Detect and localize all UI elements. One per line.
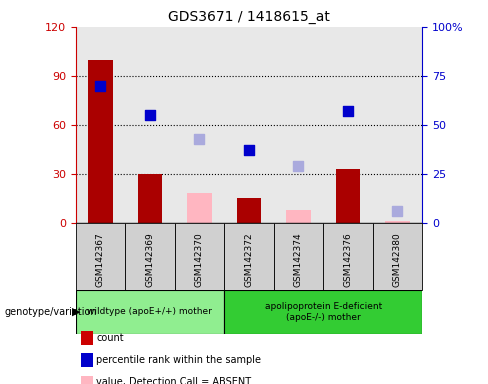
Bar <box>237 198 261 223</box>
Point <box>97 83 104 89</box>
Text: value, Detection Call = ABSENT: value, Detection Call = ABSENT <box>96 377 251 384</box>
Bar <box>88 60 113 223</box>
Point <box>146 112 154 118</box>
Bar <box>373 223 422 290</box>
Text: GSM142370: GSM142370 <box>195 232 204 286</box>
Text: GSM142372: GSM142372 <box>244 232 253 286</box>
Point <box>245 147 253 153</box>
Bar <box>323 223 373 290</box>
Bar <box>175 223 224 290</box>
Bar <box>336 169 360 223</box>
Text: GSM142380: GSM142380 <box>393 232 402 286</box>
Point <box>393 208 401 214</box>
Text: GSM142369: GSM142369 <box>145 232 154 286</box>
Bar <box>224 223 274 290</box>
Bar <box>125 223 175 290</box>
Text: apolipoprotein E-deficient
(apoE-/-) mother: apolipoprotein E-deficient (apoE-/-) mot… <box>264 302 382 322</box>
Text: wildtype (apoE+/+) mother: wildtype (apoE+/+) mother <box>87 308 212 316</box>
Bar <box>274 223 323 290</box>
Text: genotype/variation: genotype/variation <box>5 307 98 317</box>
Point <box>196 136 203 142</box>
Bar <box>286 210 311 223</box>
Bar <box>187 194 212 223</box>
Text: GSM142376: GSM142376 <box>344 232 352 286</box>
Bar <box>76 223 125 290</box>
Title: GDS3671 / 1418615_at: GDS3671 / 1418615_at <box>168 10 330 25</box>
Bar <box>385 221 410 223</box>
Bar <box>76 290 224 334</box>
Bar <box>138 174 162 223</box>
Bar <box>224 290 422 334</box>
Text: count: count <box>96 333 124 343</box>
Text: GSM142374: GSM142374 <box>294 232 303 286</box>
Point <box>344 108 352 114</box>
Point <box>294 163 302 169</box>
Text: GSM142367: GSM142367 <box>96 232 105 286</box>
Text: percentile rank within the sample: percentile rank within the sample <box>96 355 261 365</box>
Text: ▶: ▶ <box>72 307 81 317</box>
